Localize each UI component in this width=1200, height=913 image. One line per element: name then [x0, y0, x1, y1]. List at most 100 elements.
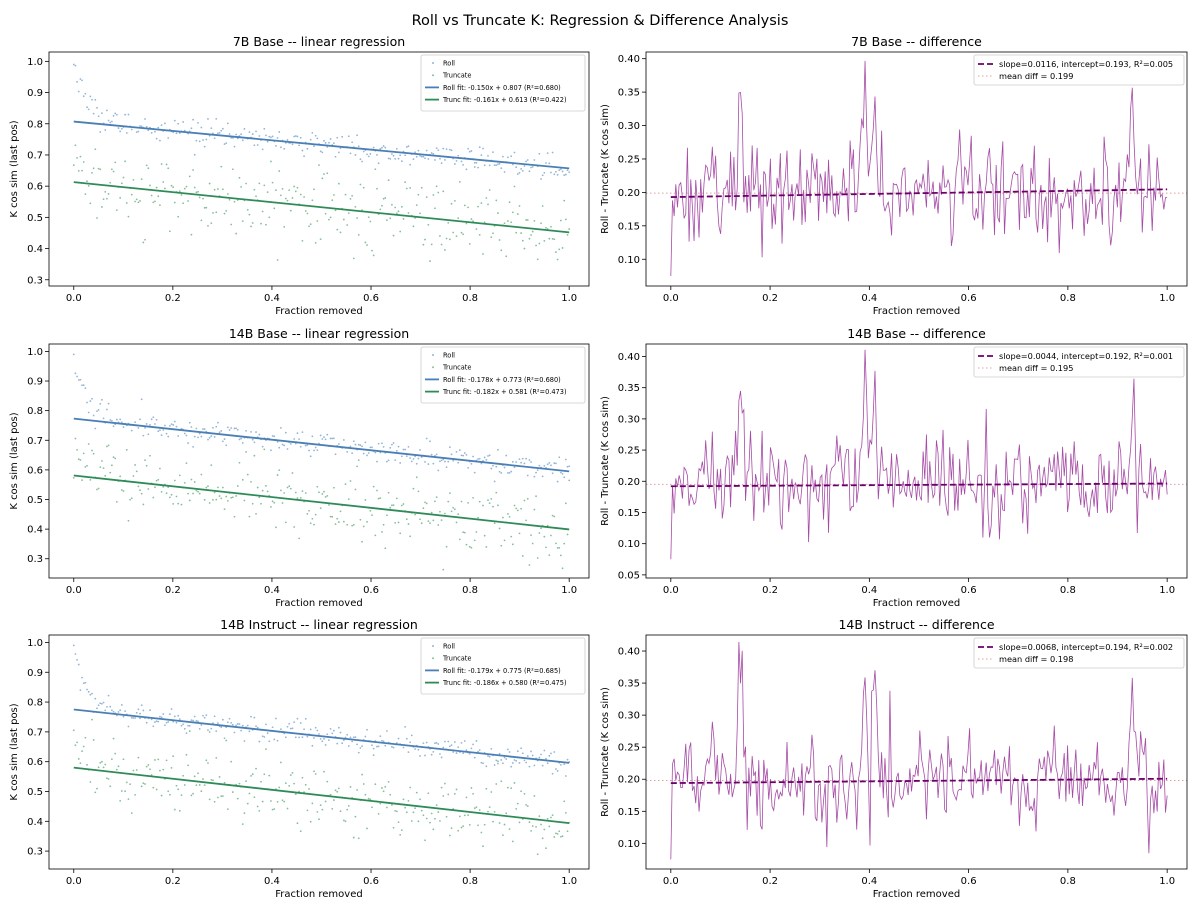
truncate-point: [465, 222, 468, 225]
truncate-point: [202, 778, 204, 780]
truncate-point: [409, 786, 412, 789]
truncate-point: [463, 814, 466, 817]
truncate-point: [258, 809, 261, 812]
roll-point: [485, 765, 488, 768]
truncate-point: [99, 466, 102, 469]
truncate-point: [298, 537, 301, 540]
roll-point: [450, 744, 453, 747]
roll-point: [313, 145, 315, 148]
truncate-point: [480, 202, 483, 205]
roll-point: [106, 705, 108, 708]
truncate-point: [188, 499, 191, 502]
roll-point: [369, 446, 372, 449]
roll-point: [536, 469, 539, 471]
truncate-point: [467, 206, 470, 209]
roll-point: [76, 658, 78, 661]
truncate-point: [207, 762, 209, 764]
roll-point: [275, 717, 277, 720]
truncate-point: [294, 793, 297, 796]
roll-point: [115, 113, 118, 116]
truncate-point: [293, 526, 296, 528]
roll-point: [492, 464, 494, 467]
truncate-point: [387, 491, 390, 494]
legend-entry: slope=0.0044, intercept=0.192, R²=0.001: [999, 351, 1173, 361]
roll-point: [162, 429, 165, 431]
roll-point: [435, 741, 438, 744]
truncate-point: [349, 197, 352, 200]
x-tick-label: 0.2: [762, 293, 778, 304]
truncate-point: [213, 188, 216, 191]
truncate-point: [427, 792, 430, 795]
truncate-point: [515, 507, 518, 510]
roll-point: [289, 727, 292, 730]
truncate-point: [424, 238, 426, 241]
roll-point: [266, 140, 269, 143]
truncate-point: [389, 793, 392, 796]
roll-point: [159, 429, 161, 432]
truncate-point: [230, 223, 233, 226]
roll-point: [193, 715, 196, 718]
truncate-point: [306, 513, 309, 515]
truncate-point: [109, 181, 112, 184]
truncate-point: [231, 168, 234, 171]
truncate-point: [568, 228, 571, 230]
x-tick-label: 1.0: [561, 876, 577, 887]
x-axis-label: Fraction removed: [275, 306, 362, 317]
roll-point: [96, 106, 98, 109]
roll-point: [309, 138, 312, 141]
roll-point: [263, 736, 266, 738]
truncate-point: [102, 467, 105, 469]
y-tick-label: 1.0: [27, 347, 43, 358]
truncate-point: [336, 517, 339, 520]
truncate-point: [369, 220, 372, 223]
truncate-point: [488, 806, 491, 809]
x-tick-label: 0.6: [363, 876, 379, 887]
truncate-point: [210, 222, 213, 224]
truncate-point: [366, 520, 368, 523]
roll-point: [182, 121, 185, 123]
roll-point: [448, 446, 451, 449]
roll-point: [195, 720, 198, 722]
roll-point: [223, 143, 226, 145]
truncate-point: [192, 169, 194, 171]
legend-entry: Trunc fit: -0.186x + 0.580 (R²=0.475): [442, 679, 567, 687]
y-tick-label: 0.5: [27, 495, 43, 506]
y-tick-label: 0.20: [618, 477, 640, 488]
truncate-point: [79, 459, 82, 461]
truncate-point: [439, 235, 441, 237]
legend-entry: Roll fit: -0.150x + 0.807 (R²=0.680): [443, 84, 561, 92]
roll-point: [149, 424, 151, 426]
truncate-point: [162, 181, 165, 183]
roll-point: [417, 149, 420, 152]
x-tick-label: 0.2: [762, 876, 778, 887]
roll-point: [541, 764, 544, 767]
truncate-point: [395, 810, 398, 813]
roll-point: [500, 167, 503, 170]
truncate-point: [236, 485, 239, 487]
roll-point: [207, 438, 209, 441]
truncate-point: [450, 202, 453, 205]
roll-point: [112, 425, 115, 428]
truncate-point: [525, 519, 527, 522]
truncate-point: [86, 180, 88, 183]
truncate-point: [208, 182, 211, 185]
truncate-point: [328, 218, 330, 221]
roll-point: [87, 411, 90, 414]
truncate-point: [516, 213, 519, 215]
roll-point: [367, 155, 370, 158]
truncate-point: [291, 472, 294, 474]
truncate-point: [518, 532, 521, 535]
truncate-point: [154, 486, 156, 489]
truncate-point: [221, 188, 224, 191]
truncate-point: [253, 188, 256, 191]
truncate-point: [288, 189, 291, 192]
roll-point: [323, 436, 325, 438]
roll-point: [120, 421, 123, 424]
truncate-point: [129, 498, 132, 501]
roll-point: [453, 163, 456, 165]
x-axis-label: Fraction removed: [873, 889, 960, 900]
truncate-point: [182, 202, 185, 205]
truncate-point: [420, 522, 423, 525]
roll-point: [188, 724, 191, 727]
